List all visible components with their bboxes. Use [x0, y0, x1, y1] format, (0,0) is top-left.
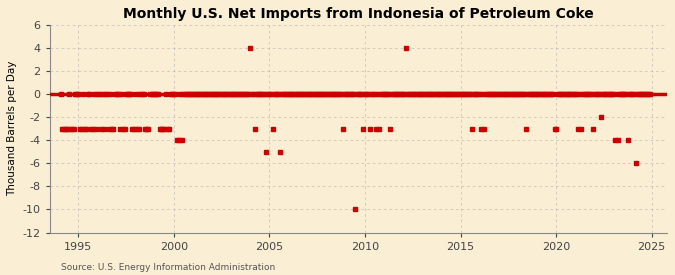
Title: Monthly U.S. Net Imports from Indonesia of Petroleum Coke: Monthly U.S. Net Imports from Indonesia … — [123, 7, 593, 21]
Y-axis label: Thousand Barrels per Day: Thousand Barrels per Day — [7, 61, 17, 196]
Text: Source: U.S. Energy Information Administration: Source: U.S. Energy Information Administ… — [61, 263, 275, 272]
